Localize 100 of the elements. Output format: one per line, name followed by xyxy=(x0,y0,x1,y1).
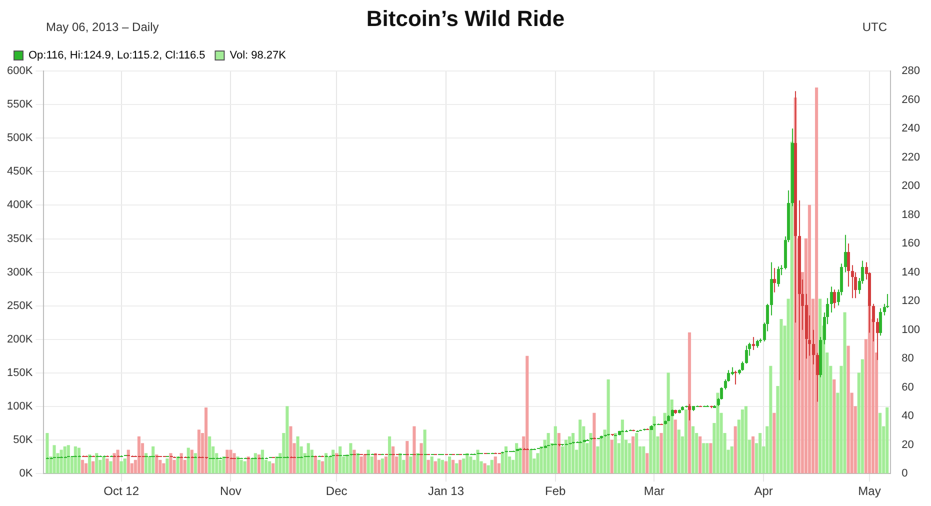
bar xyxy=(144,453,148,474)
y2-tick-label: 0 xyxy=(902,468,908,480)
legend-label: Op:116, Hi:124.9, Lo:115.2, Cl:116.5 xyxy=(28,50,206,62)
bar xyxy=(452,460,455,474)
y-tick-label: 100K xyxy=(6,400,34,413)
bar xyxy=(606,379,610,474)
x-tick-label: Apr xyxy=(754,484,773,498)
bar xyxy=(554,426,557,474)
candlestick xyxy=(833,289,836,309)
y-tick-label: 400K xyxy=(6,199,34,212)
bar xyxy=(620,420,624,474)
bar xyxy=(780,318,783,474)
bar xyxy=(716,392,720,474)
bar xyxy=(226,450,229,474)
bar xyxy=(684,410,688,474)
y2-tick-label: 220 xyxy=(902,151,920,164)
bar xyxy=(208,436,212,474)
x-tick-label: May xyxy=(858,484,881,498)
bar xyxy=(691,426,695,474)
y-tick-label: 50K xyxy=(13,434,34,446)
bar xyxy=(846,346,850,474)
candlestick xyxy=(879,308,882,336)
bar xyxy=(628,443,632,474)
bar xyxy=(744,406,748,474)
y-tick-label: 350K xyxy=(6,232,34,245)
bar xyxy=(886,407,889,474)
bar xyxy=(483,463,486,474)
bar xyxy=(666,372,670,474)
bar xyxy=(286,406,289,474)
bar xyxy=(409,456,412,474)
bar xyxy=(204,408,208,474)
bar xyxy=(166,458,169,474)
bar xyxy=(420,443,423,474)
bar xyxy=(289,426,292,474)
bar xyxy=(240,460,243,474)
bar xyxy=(116,450,120,474)
bar xyxy=(332,450,335,474)
bar xyxy=(338,446,342,474)
y2-tick-label: 100 xyxy=(902,324,920,336)
y-tick-label: 0K xyxy=(19,468,34,480)
bar xyxy=(246,456,250,474)
bar xyxy=(772,412,776,474)
bar xyxy=(392,446,395,474)
bar xyxy=(257,454,260,474)
bar xyxy=(426,460,430,474)
bar xyxy=(88,454,92,474)
y-tick-label: 300K xyxy=(6,266,34,278)
bar xyxy=(688,332,692,474)
bar xyxy=(335,453,338,474)
bar xyxy=(455,463,458,474)
bar xyxy=(63,446,66,474)
bar xyxy=(423,430,426,474)
bar xyxy=(589,433,592,474)
bar xyxy=(296,436,300,474)
x-tick-label: Oct 12 xyxy=(104,484,140,498)
bar xyxy=(236,456,240,474)
bar xyxy=(632,436,635,474)
bar xyxy=(412,426,416,474)
bar xyxy=(515,443,518,474)
bar xyxy=(77,448,81,474)
candlestick xyxy=(872,303,875,342)
bar xyxy=(832,379,836,474)
bar xyxy=(352,450,356,474)
bar xyxy=(730,446,734,474)
bar xyxy=(557,433,560,474)
bar xyxy=(314,456,317,474)
bar xyxy=(137,436,141,474)
candlestick xyxy=(773,267,776,293)
candlestick xyxy=(830,286,833,314)
bar xyxy=(374,453,377,474)
bar xyxy=(176,456,180,474)
bar xyxy=(60,450,63,474)
bar xyxy=(568,436,572,474)
y-tick-label: 200K xyxy=(6,333,34,346)
bar xyxy=(504,446,508,474)
bar xyxy=(660,433,663,474)
candlestick xyxy=(745,345,748,364)
bar xyxy=(843,312,846,474)
bar xyxy=(815,87,818,474)
candlestick xyxy=(847,243,850,288)
bar xyxy=(614,433,617,474)
bar xyxy=(123,458,126,474)
candlestick xyxy=(688,404,691,421)
bar xyxy=(572,433,575,474)
bar xyxy=(466,453,469,474)
bar xyxy=(398,453,402,474)
bar xyxy=(646,453,649,474)
bar xyxy=(74,446,77,474)
candlestick xyxy=(851,264,854,299)
bar xyxy=(102,456,106,474)
bar xyxy=(320,461,324,474)
bar xyxy=(169,453,172,474)
bar xyxy=(229,450,232,474)
bar xyxy=(434,461,437,474)
bar xyxy=(610,440,614,474)
bar xyxy=(152,446,155,474)
y2-tick-label: 280 xyxy=(902,65,920,78)
x-tick-label: Jan 13 xyxy=(428,484,464,498)
bar xyxy=(324,453,328,474)
bar xyxy=(155,454,158,474)
